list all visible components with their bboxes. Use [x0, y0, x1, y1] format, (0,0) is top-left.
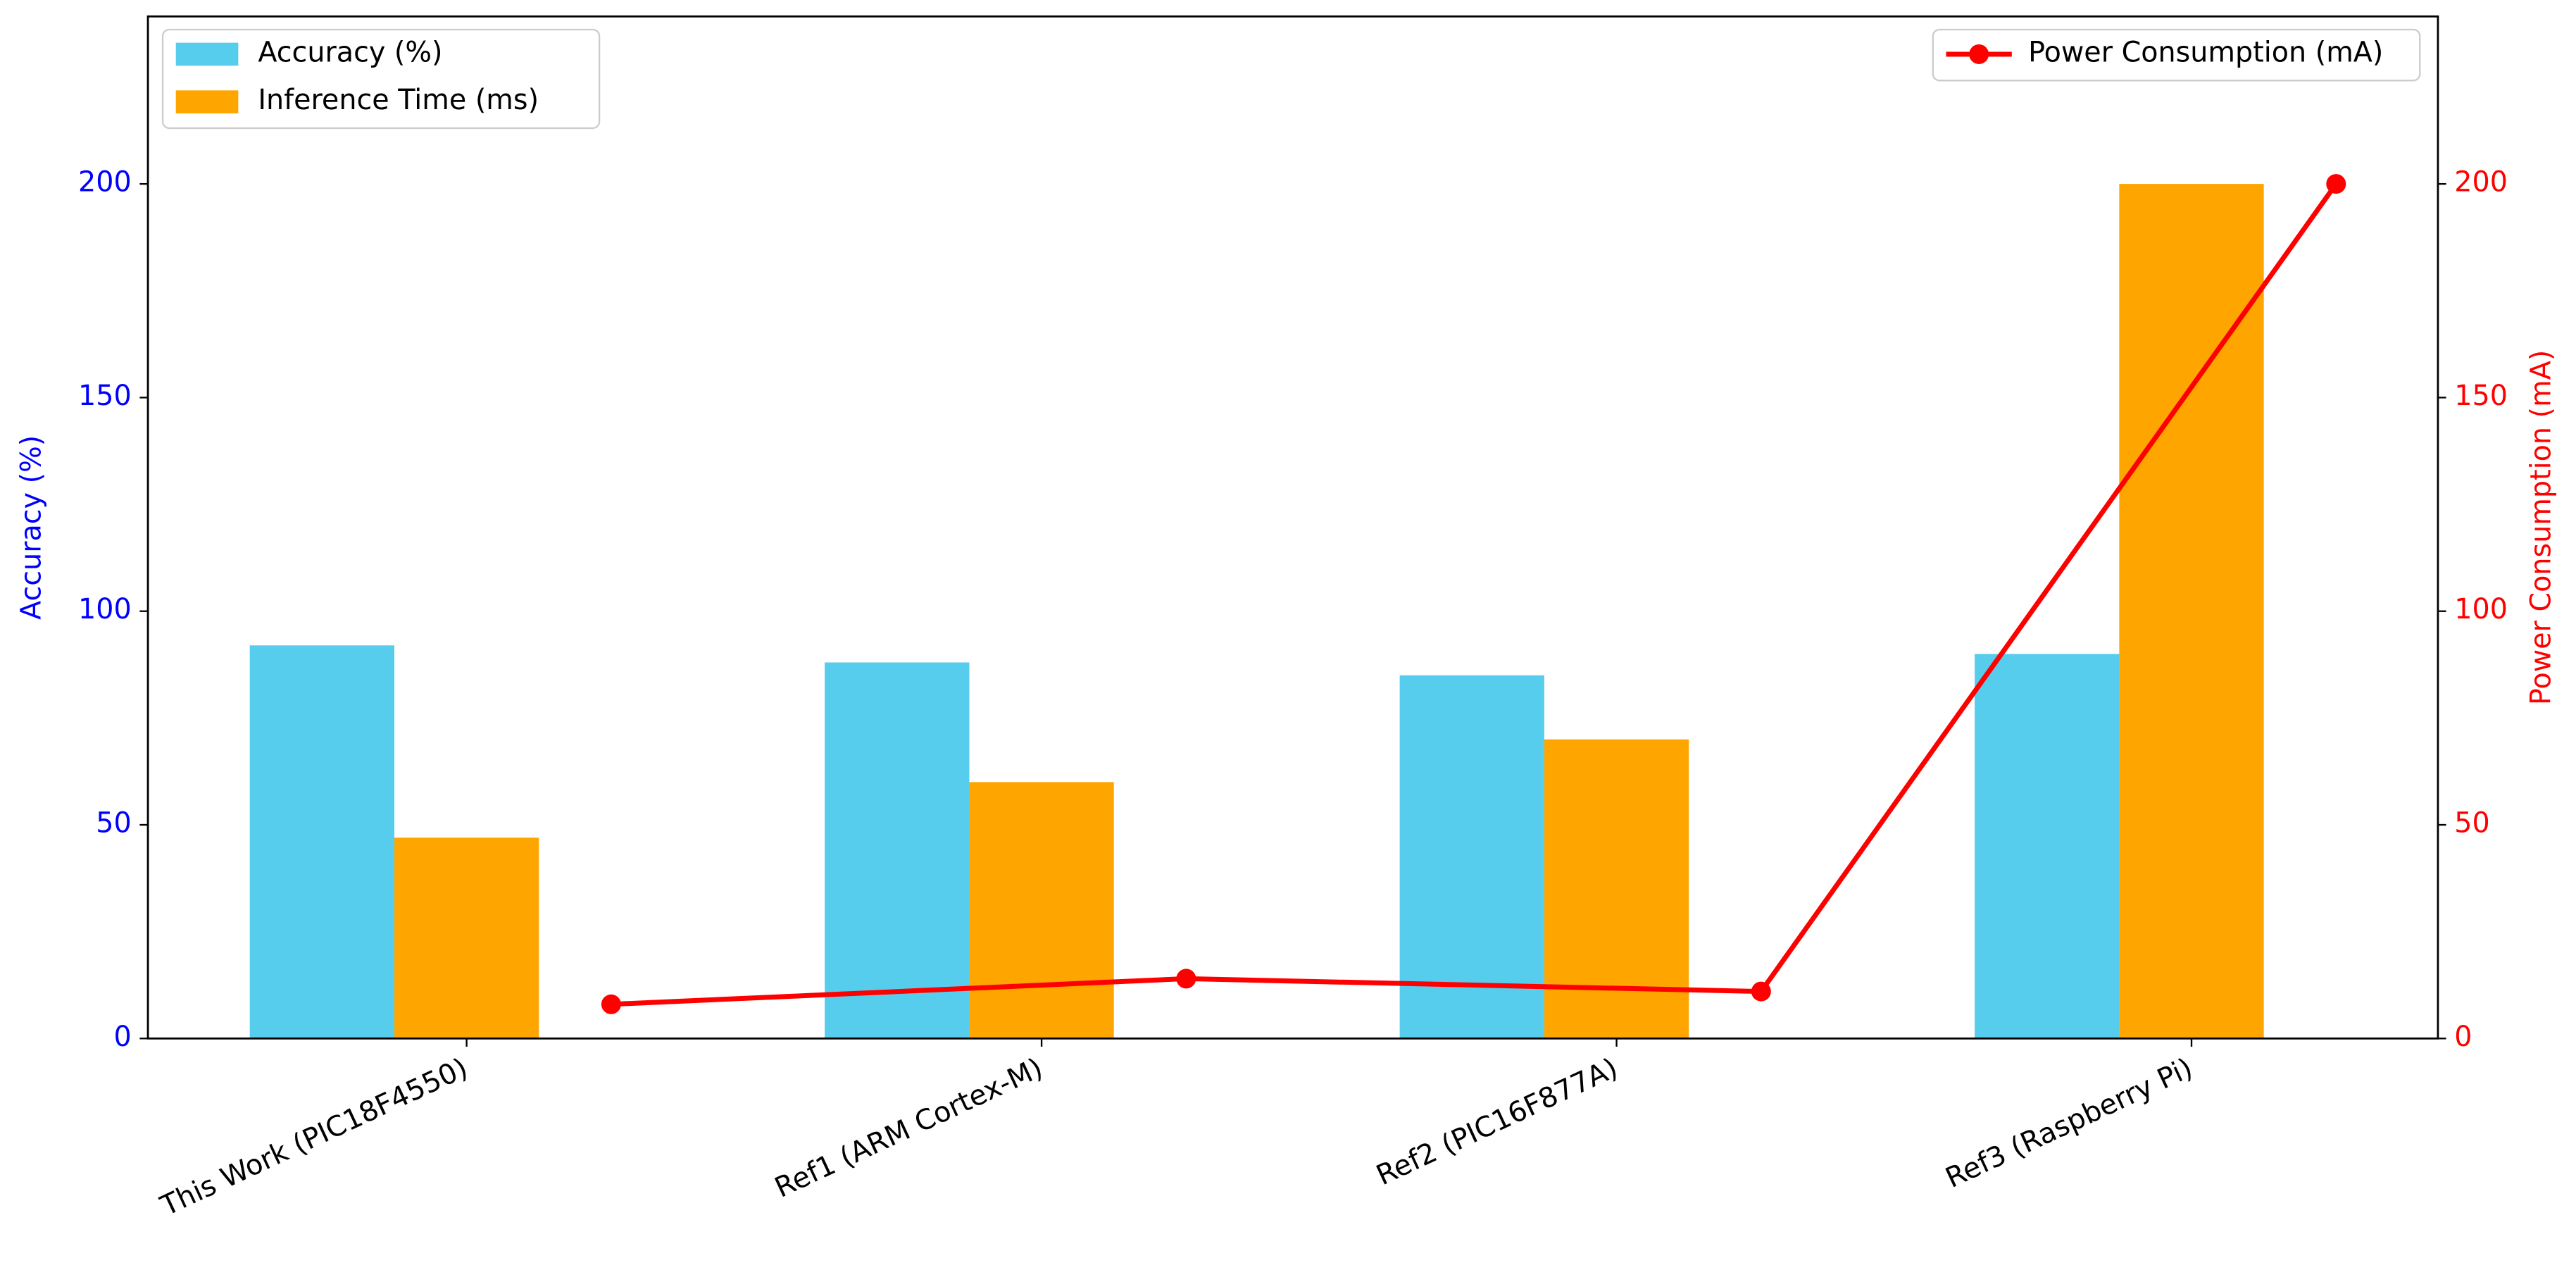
line-point [1176, 969, 1196, 989]
y2-tick-label: 200 [2454, 166, 2508, 199]
y2-tick-label: 50 [2454, 807, 2489, 840]
bar [969, 782, 1114, 1039]
legend-label: Power Consumption (mA) [2028, 36, 2383, 68]
y-axis-label: Accuracy (%) [15, 435, 47, 620]
legend: Power Consumption (mA) [1932, 28, 2421, 82]
bar [1975, 654, 2120, 1039]
y2-axis-label: Power Consumption (mA) [2525, 350, 2558, 705]
line-point [601, 994, 621, 1014]
legend-swatch [175, 90, 239, 113]
legend: Accuracy (%) Inference Time (ms) [161, 28, 601, 130]
bar [394, 838, 539, 1039]
plot-frame [146, 15, 2439, 1040]
y-tick-label: 100 [78, 593, 132, 625]
legend-marker [1969, 44, 1989, 64]
y2-tick-label: 0 [2454, 1021, 2472, 1053]
line-point [1751, 981, 1771, 1002]
bar [2119, 184, 2264, 1039]
legend-label: Accuracy (%) [258, 36, 442, 68]
line [611, 182, 2339, 1007]
bar [1399, 675, 1544, 1039]
legend-swatch [175, 42, 239, 66]
line-point [2326, 174, 2346, 194]
y-tick-label: 200 [78, 166, 132, 199]
y-tick-label: 0 [113, 1021, 131, 1053]
bar [825, 662, 970, 1039]
bar [1544, 739, 1689, 1039]
legend-box [1932, 28, 2421, 82]
bar [249, 645, 394, 1039]
y2-tick-label: 100 [2454, 593, 2508, 625]
y-tick-label: 150 [78, 380, 132, 412]
y2-tick-label: 150 [2454, 380, 2508, 412]
legend-box [161, 28, 601, 130]
legend-label: Inference Time (ms) [258, 84, 539, 116]
y-tick-label: 50 [96, 807, 131, 840]
